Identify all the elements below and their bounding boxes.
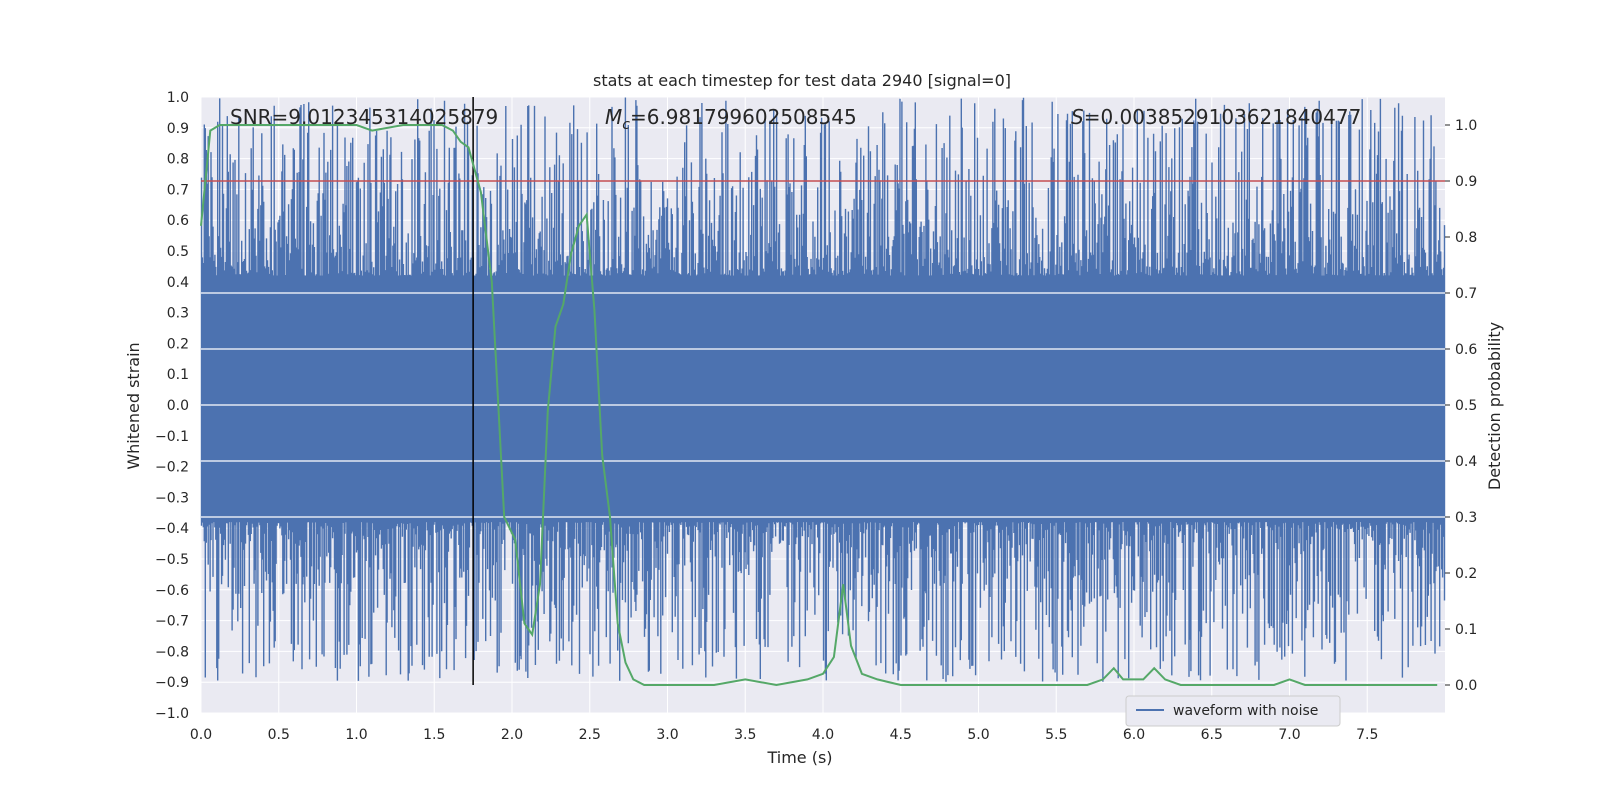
mc-symbol: M [605,105,622,129]
y-axis-label: Whitened strain [124,342,143,469]
x-tick-label: 3.0 [656,727,678,743]
x-tick-label: 2.5 [579,727,601,743]
y-tick-label: 0.0 [167,398,189,414]
detection-probability-line [200,124,1438,687]
x-tick-label: 1.5 [423,727,445,743]
x-tick-label: 2.0 [501,727,523,743]
snr-annotation: SNR=9.012345314025879 [230,105,498,129]
y-tick-label: −0.6 [155,583,189,599]
mc-value: =6.981799602508545 [630,105,857,129]
y-tick-label: −0.7 [155,614,189,630]
y2-tick-label: 0.4 [1455,454,1477,470]
y2-tick-label: 0.2 [1455,566,1477,582]
y-tick-label: −0.8 [155,644,189,660]
legend-box [1125,695,1341,727]
y2-tick-label: 0.1 [1455,622,1477,638]
x-axis-label: Time (s) [766,748,832,767]
s-value: =0.0038529103621840477 [1084,105,1362,129]
y-tick-label: 0.7 [167,182,189,198]
x-tick-label: 3.5 [734,727,756,743]
y-tick-label: 0.6 [167,213,189,229]
detection-probability-series [200,124,1438,687]
y2-tick-label: 0.6 [1455,342,1477,358]
y-tick-label: −0.9 [155,675,189,691]
y-tick-label: 1.0 [167,90,189,106]
x-tick-label: 5.0 [967,727,989,743]
y2-tick-label: 0.8 [1455,230,1477,246]
y-tick-label: −0.3 [155,490,189,506]
mc-subscript: c [622,117,630,133]
y-tick-label: −0.1 [155,429,189,445]
y2-tick-label: 0.0 [1455,678,1477,694]
x-tick-label: 0.0 [190,727,212,743]
waveform-line [200,97,1446,682]
y-tick-label: 0.8 [167,152,189,168]
y-tick-label: 0.9 [167,121,189,137]
y-tick-label: −1.0 [155,706,189,722]
x-tick-label: 0.5 [268,727,290,743]
y-tick-label: −0.5 [155,552,189,568]
x-tick-label: 1.0 [345,727,367,743]
x-tick-label: 7.5 [1356,727,1378,743]
y-tick-label: 0.4 [167,275,189,291]
s-annotation: S=0.0038529103621840477 [1071,105,1361,129]
y-tick-label: 0.5 [167,244,189,260]
axis-ticks: 0.0 0.5 1.0 1.5 2.0 2.5 3.0 3.5 4.0 4.5 5.0 5.5 6.0 6… [155,90,1477,743]
y-tick-label: 0.1 [167,367,189,383]
y2-tick-label: 0.5 [1455,398,1477,414]
legend-label: waveform with noise [1173,703,1318,719]
x-tick-label: 4.0 [812,727,834,743]
y2-tick-label: 0.9 [1455,174,1477,190]
x-tick-label: 6.5 [1201,727,1223,743]
y-tick-label: 0.3 [167,306,189,322]
overlay-lines [201,97,1445,685]
y-tick-label: −0.2 [155,460,189,476]
y-tick-label: 0.2 [167,336,189,352]
x-tick-label: 6.0 [1123,727,1145,743]
y-tick-label: −0.4 [155,521,189,537]
chart-title: stats at each timestep for test data 294… [593,71,1011,90]
x-tick-label: 5.5 [1045,727,1067,743]
x-tick-label: 7.0 [1278,727,1300,743]
y2-axis-label: Detection probability [1485,322,1504,490]
chirp-mass-annotation: Mc=6.981799602508545 [605,105,857,133]
waveform-series [200,97,1446,682]
y2-tick-label: 0.3 [1455,510,1477,526]
y2-tick-label: 0.7 [1455,286,1477,302]
x-tick-label: 4.5 [890,727,912,743]
legend: waveform with noise [1125,695,1341,727]
s-symbol: S [1071,105,1084,129]
y2-tick-label: 1.0 [1455,118,1477,134]
